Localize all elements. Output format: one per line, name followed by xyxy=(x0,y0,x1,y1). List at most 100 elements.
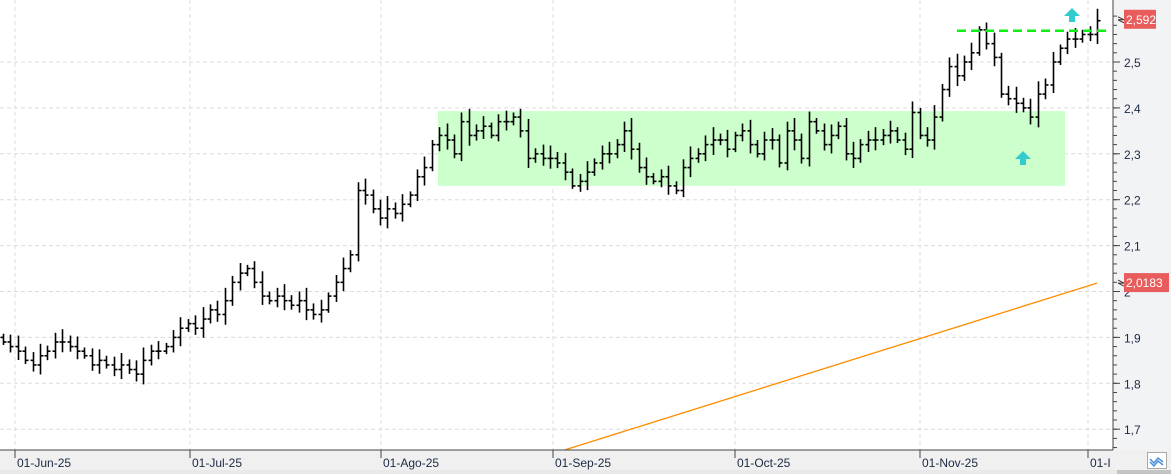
ohlc-bar xyxy=(148,344,155,366)
chart-mode-button[interactable] xyxy=(1147,452,1167,469)
ohlc-bar xyxy=(791,117,798,151)
ohlc-bar xyxy=(237,263,244,291)
ohlc-bar xyxy=(414,169,421,201)
ohlc-bar xyxy=(384,196,391,229)
ohlc-bar xyxy=(769,128,776,150)
ohlc-bar xyxy=(421,156,428,186)
ohlc-bar xyxy=(894,127,901,143)
ohlc-bar xyxy=(296,291,303,313)
ohlc-bar xyxy=(214,300,221,322)
x-tick-label: 01-Jul-25 xyxy=(192,456,242,470)
ohlc-bar xyxy=(828,124,835,154)
ohlc-bar xyxy=(1035,81,1042,128)
ohlc-bars xyxy=(0,8,1101,385)
ohlc-bar xyxy=(81,347,88,359)
time-axis[interactable]: 01-Jun-25 01-Jul-25 01-Ago-25 01-Sep-25 01-O… xyxy=(14,450,1111,470)
ohlc-bar xyxy=(599,145,606,170)
ohlc-bar xyxy=(407,191,414,208)
ohlc-bar xyxy=(1005,85,1012,106)
ohlc-bar xyxy=(185,319,192,332)
ohlc-bar xyxy=(473,124,480,141)
ohlc-bar xyxy=(1079,29,1086,43)
ohlc-bar xyxy=(954,53,961,87)
ohlc-bar xyxy=(200,307,207,338)
ohlc-bar xyxy=(710,127,717,155)
ohlc-bar xyxy=(274,287,281,308)
ohlc-bar xyxy=(7,334,14,353)
ohlc-bar xyxy=(606,141,613,164)
ohlc-bar xyxy=(466,108,473,146)
ohlc-bar xyxy=(747,119,754,154)
ohlc-bar xyxy=(303,287,310,321)
ohlc-bar xyxy=(370,189,377,214)
ohlc-bar xyxy=(325,292,332,313)
line-chart-icon xyxy=(1149,456,1164,468)
ohlc-bar xyxy=(946,57,953,97)
ohlc-bar xyxy=(554,151,561,169)
y-tick-label: 2 xyxy=(1124,286,1131,300)
horizontal-scrollbar[interactable] xyxy=(0,470,1171,474)
ohlc-bar xyxy=(1050,51,1057,94)
ohlc-bar xyxy=(451,134,458,159)
ohlc-bar xyxy=(288,295,295,310)
ohlc-bar xyxy=(569,168,576,189)
ohlc-bar xyxy=(1013,86,1020,113)
ohlc-bar xyxy=(843,117,850,161)
x-tick-label: 01-Oct-25 xyxy=(737,456,791,470)
ohlc-bar xyxy=(931,105,938,150)
scrollbar-thumb[interactable] xyxy=(1117,470,1171,474)
ohlc-bar xyxy=(37,343,44,375)
ohlc-bar xyxy=(52,332,59,359)
ohlc-bar xyxy=(991,32,998,67)
ohlc-bar xyxy=(798,133,805,164)
ohlc-bar xyxy=(695,148,702,163)
ohlc-bar xyxy=(347,250,354,273)
ohlc-bar xyxy=(880,129,887,146)
y-tick-label: 2,1 xyxy=(1124,240,1141,254)
ohlc-bar xyxy=(333,274,340,302)
ohlc-bar xyxy=(658,169,665,188)
ohlc-bar xyxy=(59,329,66,353)
ohlc-bar xyxy=(621,121,628,152)
ohlc-bar xyxy=(133,360,140,382)
ohlc-bar xyxy=(140,347,147,385)
ohlc-bar xyxy=(436,127,443,152)
ohlc-bar xyxy=(30,352,37,372)
ohlc-bar xyxy=(857,139,864,163)
ohlc-bar xyxy=(813,117,820,134)
price-axis[interactable]: 2,5 2,4 2,3 2,2 2,1 2 1,9 1,8 1,7 xyxy=(1113,15,1141,449)
ohlc-bar xyxy=(968,42,975,71)
ohlc-bar xyxy=(680,159,687,198)
ohlc-bar xyxy=(784,121,791,171)
ohlc-bar xyxy=(724,129,731,158)
ohlc-bar xyxy=(917,107,924,140)
ohlc-bar xyxy=(517,108,524,138)
ohlc-bar xyxy=(1042,78,1049,100)
ohlc-bar xyxy=(177,317,184,347)
ohlc-bar xyxy=(1027,98,1034,125)
ohlc-bar xyxy=(458,112,465,162)
ohlc-bar xyxy=(155,341,162,360)
y-tick-label: 2,2 xyxy=(1124,194,1141,208)
ohlc-bar xyxy=(0,333,7,345)
ohlc-bar xyxy=(259,271,266,305)
ohlc-bar xyxy=(939,84,946,122)
y-tick-label: 1,9 xyxy=(1124,331,1141,345)
ohlc-bar xyxy=(643,157,650,185)
ohlc-bar xyxy=(340,257,347,292)
ohlc-bar xyxy=(192,315,199,335)
ohlc-bar xyxy=(584,161,591,191)
ohlc-bar xyxy=(1057,44,1064,65)
ohlc-bar xyxy=(776,134,783,168)
ohlc-bar xyxy=(392,202,399,219)
x-tick-label: 01-I xyxy=(1090,456,1111,470)
ohlc-bar xyxy=(399,194,406,222)
ma-price-tag-label: 2,0183 xyxy=(1126,276,1163,290)
y-tick-label: 2,3 xyxy=(1124,148,1141,162)
ohlc-bar xyxy=(754,140,761,158)
ohlc-bar xyxy=(702,135,709,162)
last-price-tag xyxy=(1124,9,1156,29)
ohlc-bar xyxy=(244,264,251,277)
ohlc-bar xyxy=(1094,8,1101,45)
